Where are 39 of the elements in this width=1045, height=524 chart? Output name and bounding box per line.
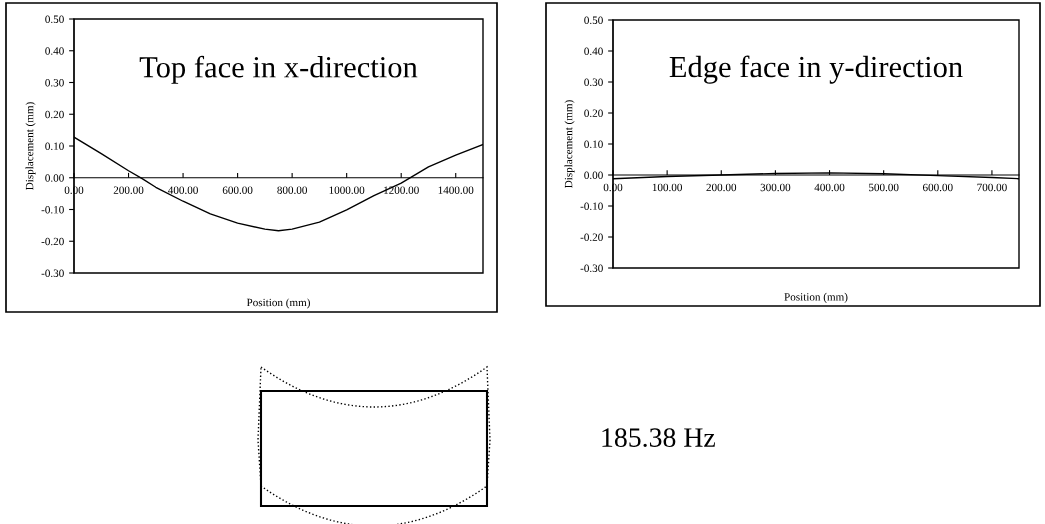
- y-tick-label: -0.30: [580, 264, 603, 273]
- x-tick-label: 700.00: [977, 183, 1007, 192]
- x-tick-label: 200.00: [706, 183, 737, 192]
- x-tick-label: 400.00: [814, 183, 845, 192]
- text: Edge face in y-direction: [669, 55, 963, 84]
- y-tick-label: 0.00: [584, 171, 603, 180]
- x-tick-label: 1400.00: [438, 186, 474, 194]
- y-axis-title: Displacement (mm): [25, 102, 36, 190]
- y-axis-title: Displacement (mm): [564, 100, 575, 188]
- y-tick-label: -0.10: [41, 205, 64, 214]
- x-axis-title: Position (mm): [246, 298, 310, 309]
- y-tick-label: 0.10: [45, 142, 64, 151]
- y-tick-label: -0.20: [41, 237, 64, 246]
- x-tick-label: 500.00: [869, 183, 899, 192]
- y-tick-label: 0.50: [45, 15, 64, 24]
- y-tick-label: 0.30: [45, 78, 64, 87]
- y-tick-label: 0.40: [584, 47, 603, 56]
- y-tick-label: 0.30: [584, 78, 603, 87]
- x-tick-label: 300.00: [760, 183, 791, 192]
- y-tick-label: 0.10: [584, 140, 603, 149]
- text: 185.38 Hz: [602, 428, 715, 448]
- x-tick-label: 100.00: [652, 183, 682, 192]
- y-tick-label: -0.10: [580, 202, 603, 211]
- y-tick-label: -0.20: [580, 233, 603, 242]
- x-tick-label: 600.00: [222, 186, 253, 194]
- x-tick-label: 1200.00: [384, 186, 419, 194]
- text: Top face in x-direction: [139, 55, 418, 84]
- y-tick-label: -0.30: [41, 269, 64, 278]
- x-tick-label: 600.00: [923, 183, 953, 192]
- y-tick-label: 0.50: [584, 16, 603, 25]
- x-axis-title: Position (mm): [784, 292, 848, 303]
- x-tick-label: 1000.00: [329, 186, 365, 194]
- x-tick-label: 400.00: [168, 186, 198, 194]
- y-tick-label: 0.20: [584, 109, 603, 118]
- x-tick-label: 800.00: [277, 186, 307, 194]
- y-tick-label: 0.20: [45, 110, 64, 119]
- y-tick-label: 0.40: [45, 47, 64, 55]
- y-tick-label: 0.00: [45, 174, 64, 182]
- x-tick-label: 200.00: [113, 186, 144, 194]
